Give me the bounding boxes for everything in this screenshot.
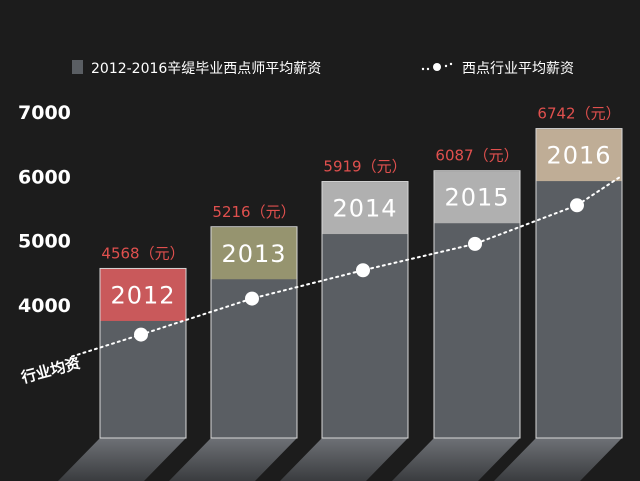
legend-bar-swatch <box>72 60 83 74</box>
y-tick-label: 7000 <box>18 102 71 124</box>
industry-line-label: 行业均资 <box>18 354 82 387</box>
data-label: 5216（元） <box>212 203 295 221</box>
category-label: 2015 <box>444 184 509 212</box>
industry-point-2015 <box>468 236 482 251</box>
bar-floor-shadow <box>169 438 297 481</box>
bar-floor-shadow <box>392 438 520 481</box>
industry-point-2016 <box>570 198 584 213</box>
category-label: 2012 <box>110 281 175 309</box>
legend: 2012-2016辛缇毕业西点师平均薪资 西点行业平均薪资 <box>72 60 574 77</box>
bar-cap-2013 <box>211 227 297 280</box>
bar-cap-2015 <box>434 171 520 224</box>
legend-line-label: 西点行业平均薪资 <box>462 61 574 77</box>
industry-line <box>71 175 621 358</box>
bar-floor-shadow <box>494 438 622 481</box>
data-label: 6742（元） <box>537 105 620 123</box>
y-axis: 7000 6000 5000 4000 <box>18 102 71 317</box>
data-label: 4568（元） <box>101 244 184 262</box>
category-label: 2016 <box>546 142 611 170</box>
bar-floor-shadow <box>280 438 408 481</box>
bar-cap-2012 <box>100 268 186 321</box>
category-label: 2013 <box>221 240 286 268</box>
bars <box>99 128 623 439</box>
industry-point-2013 <box>245 291 259 306</box>
data-label: 6087（元） <box>435 147 518 165</box>
category-label: 2014 <box>332 195 397 223</box>
bar-cap-2016 <box>536 129 622 182</box>
bar-floor-shadow <box>58 438 186 481</box>
industry-point-2012 <box>134 327 148 342</box>
y-tick-label: 5000 <box>18 231 71 253</box>
y-tick-label: 4000 <box>18 295 71 317</box>
data-label: 5919（元） <box>323 158 406 176</box>
bar-cap-2014 <box>322 182 408 235</box>
industry-point-2014 <box>356 263 370 278</box>
legend-line-swatch <box>421 62 453 71</box>
floor-shadows <box>58 438 622 481</box>
y-tick-label: 6000 <box>18 166 71 188</box>
legend-bar-label: 2012-2016辛缇毕业西点师平均薪资 <box>91 61 321 77</box>
